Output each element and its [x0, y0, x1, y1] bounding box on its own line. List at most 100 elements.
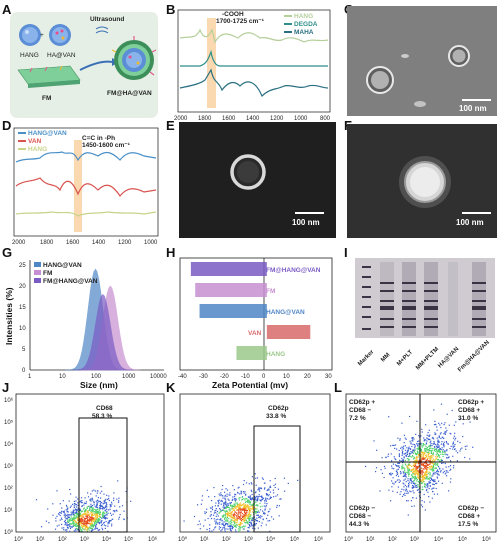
event-dot	[436, 457, 438, 459]
event-dot	[249, 524, 251, 526]
event-dot	[267, 514, 269, 516]
event-dot	[77, 525, 79, 527]
event-dot	[407, 464, 409, 466]
event-dot	[434, 420, 436, 422]
event-dot	[420, 480, 422, 482]
gel-smear	[472, 262, 486, 336]
event-dot	[85, 510, 87, 512]
event-dot	[241, 499, 243, 501]
event-dot	[422, 464, 424, 466]
event-dot	[247, 504, 249, 506]
event-dot	[429, 455, 432, 457]
panel-d-frame	[13, 127, 159, 237]
event-dot	[247, 530, 249, 532]
event-dot	[226, 514, 228, 516]
tick: 1200	[118, 240, 132, 246]
event-dot	[396, 469, 398, 471]
event-dot	[77, 504, 79, 507]
event-dot	[427, 476, 429, 478]
event-dot	[77, 522, 79, 524]
event-dot	[401, 468, 403, 470]
event-dot	[226, 519, 228, 521]
event-dot	[435, 487, 437, 490]
event-dot	[217, 518, 219, 520]
event-dot	[257, 505, 259, 507]
event-dot	[421, 451, 423, 453]
event-dot	[439, 468, 441, 470]
event-dot	[89, 507, 91, 509]
event-dot	[433, 463, 435, 465]
event-dot	[435, 467, 437, 469]
event-dot	[76, 511, 78, 513]
event-dot	[76, 523, 78, 525]
event-dot	[439, 456, 441, 458]
event-dot	[224, 513, 227, 515]
event-dot	[98, 510, 100, 512]
event-dot	[415, 471, 417, 473]
event-dot	[438, 450, 440, 452]
panel-l: L CD62p + CD68 − 7.2 % CD62p + CD68 + 31…	[334, 380, 497, 543]
event-dot	[244, 518, 246, 520]
event-dot	[272, 518, 275, 520]
event-dot	[99, 529, 101, 531]
event-dot	[64, 529, 66, 531]
event-dot	[427, 472, 429, 475]
panel-d-label: D	[2, 118, 11, 133]
event-dot	[413, 467, 415, 470]
event-dot	[55, 520, 57, 522]
event-dot	[256, 500, 259, 502]
event-dot	[74, 520, 76, 522]
event-dot	[91, 523, 93, 525]
event-dot	[71, 526, 73, 528]
event-dot	[234, 506, 236, 508]
event-dot	[239, 513, 242, 515]
event-dot	[105, 504, 107, 507]
event-dot	[443, 446, 445, 448]
event-dot	[238, 524, 241, 526]
event-dot	[200, 503, 202, 505]
gel-band	[424, 318, 438, 320]
event-dot	[243, 509, 245, 511]
event-dot	[451, 409, 453, 412]
event-dot	[399, 439, 401, 441]
event-dot	[408, 475, 410, 477]
event-dot	[413, 473, 415, 475]
event-dot	[423, 437, 425, 439]
event-dot	[101, 490, 103, 492]
event-dot	[73, 525, 75, 527]
event-dot	[424, 467, 426, 469]
event-dot	[230, 513, 232, 515]
event-dot	[96, 504, 98, 506]
event-dot	[219, 523, 221, 525]
event-dot	[441, 441, 443, 443]
event-dot	[222, 527, 224, 529]
event-dot	[429, 460, 431, 462]
event-dot	[86, 529, 88, 531]
event-dot	[433, 493, 435, 495]
event-dot	[90, 498, 92, 500]
gel-band	[424, 326, 438, 328]
event-dot	[86, 522, 88, 524]
event-dot	[90, 527, 92, 529]
event-dot	[72, 509, 75, 511]
event-dot	[429, 482, 432, 484]
event-dot	[409, 415, 411, 418]
event-dot	[249, 495, 251, 497]
event-dot	[111, 523, 113, 525]
event-dot	[412, 497, 414, 499]
event-dot	[271, 516, 273, 518]
event-dot	[457, 452, 459, 454]
gel-band	[402, 290, 416, 292]
gel-band	[362, 276, 371, 278]
event-dot	[52, 503, 54, 505]
event-dot	[66, 506, 68, 508]
event-dot	[213, 529, 215, 531]
event-dot	[85, 517, 87, 519]
event-dot	[438, 455, 440, 457]
event-dot	[426, 474, 428, 476]
event-dot	[65, 509, 67, 511]
event-dot	[425, 467, 427, 469]
event-dot	[404, 478, 406, 480]
event-dot	[436, 476, 438, 478]
event-dot	[453, 437, 455, 439]
